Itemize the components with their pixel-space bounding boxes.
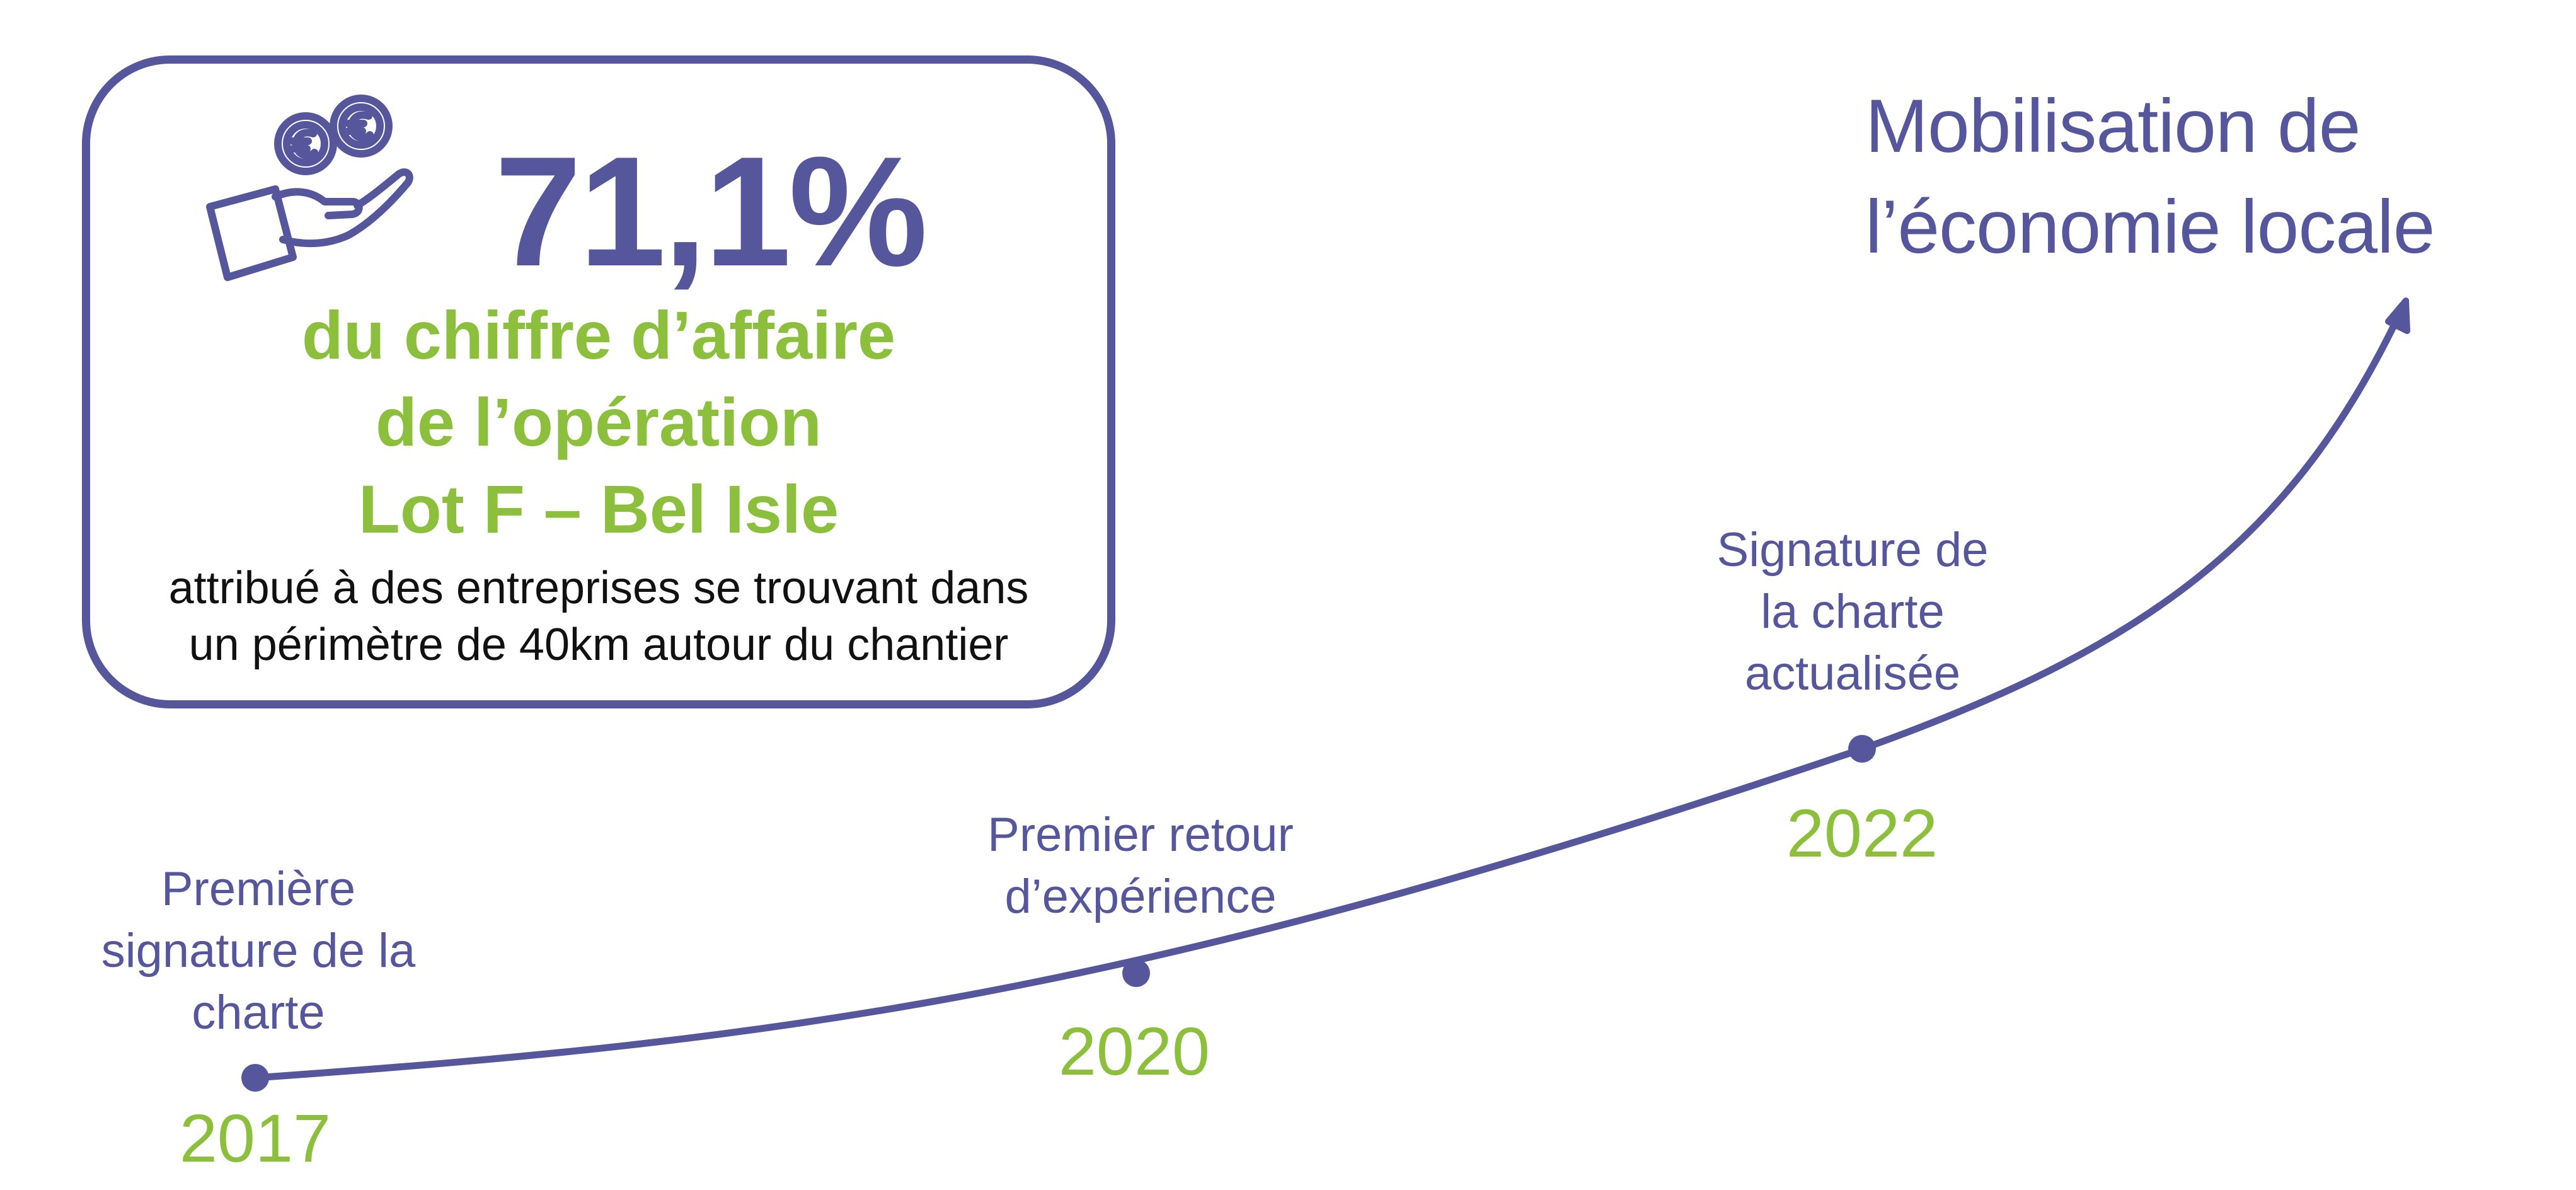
headline-line-2: l’économie locale — [1865, 185, 2435, 269]
stat-value: 71,1% — [495, 124, 928, 299]
milestone-label-line: charte — [192, 986, 325, 1039]
milestone-year: 2020 — [1058, 1013, 1210, 1089]
stat-description-line-1: attribué à des entreprises se trouvant d… — [168, 563, 1029, 613]
stat-subtitle-line-2: de l’opération — [375, 384, 822, 460]
milestone-year: 2017 — [179, 1100, 331, 1176]
milestone-dot-2020 — [1122, 959, 1150, 987]
headline-line-1: Mobilisation de — [1865, 84, 2360, 168]
stat-subtitle-line-1: du chiffre d’affaire — [301, 297, 896, 373]
milestone-label-line: actualisée — [1744, 647, 1961, 700]
stat-description-line-2: un périmètre de 40km autour du chantier — [188, 620, 1009, 670]
stat-box — [82, 55, 1115, 708]
milestone-year: 2022 — [1786, 795, 1938, 871]
milestone-label-line: la charte — [1761, 585, 1945, 638]
hand-holding-euro-coins-icon — [206, 95, 413, 281]
milestone-dot-2022 — [1848, 735, 1876, 763]
milestone-label-line: Signature de — [1716, 523, 1989, 577]
stat-subtitle-line-3: Lot F – Bel Isle — [358, 471, 839, 547]
milestone-label-line: Premier retour — [987, 808, 1294, 862]
curve-arrowhead — [2385, 298, 2410, 334]
milestone-label-line: signature de la — [101, 924, 416, 978]
growth-curve — [251, 301, 2408, 1082]
milestone-label-line: Première — [161, 862, 356, 916]
milestone-label-line: d’expérience — [1004, 870, 1277, 923]
milestone-dot-2017 — [241, 1064, 269, 1092]
